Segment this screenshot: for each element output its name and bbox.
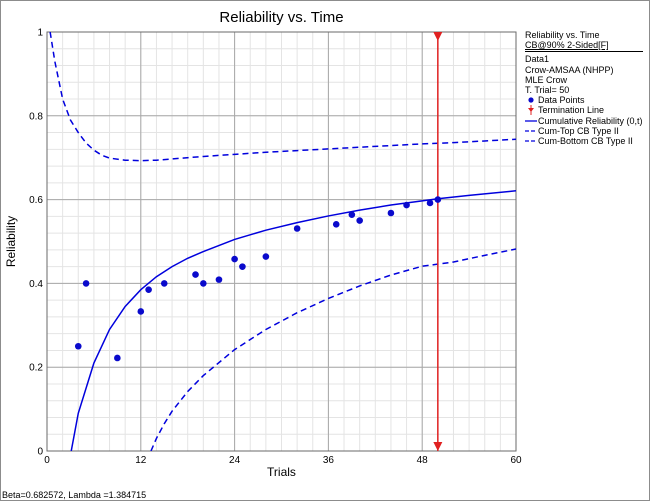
x-tick-label: 36	[323, 455, 335, 466]
plot-frame	[46, 31, 517, 452]
legend-item-termination-line[interactable]: Termination Line	[525, 105, 645, 116]
legend-item-label: Termination Line	[538, 105, 605, 116]
legend-item-cum-bottom-cb[interactable]: Cum-Bottom CB Type II	[525, 136, 645, 146]
data-point	[262, 253, 270, 260]
x-tick-label: 0	[44, 455, 50, 466]
data-point	[403, 201, 410, 209]
data-point	[145, 286, 152, 293]
solid-line-icon	[525, 119, 537, 122]
data-point	[137, 308, 145, 315]
data-point	[356, 217, 363, 224]
data-point	[74, 342, 82, 350]
y-tick-label: 0.4	[29, 279, 43, 290]
y-tick-label: 0	[37, 447, 43, 458]
legend-item-label: Cum-Bottom CB Type II	[538, 136, 633, 147]
termination-marker-bottom	[433, 442, 443, 451]
y-tick-label: 1	[37, 28, 43, 39]
legend-panel: Reliability vs. Time CB@90% 2-Sided[F] D…	[525, 30, 645, 146]
y-axis-label: Reliability	[4, 216, 18, 267]
data-point	[348, 211, 356, 218]
status-bar: Beta=0.682572, Lambda =1.384715	[2, 490, 147, 500]
data-point	[82, 280, 90, 287]
legend-info-model: Crow-AMSAA (NHPP)	[525, 64, 614, 75]
legend-info-method: MLE Crow	[525, 74, 568, 85]
data-point	[434, 196, 442, 203]
legend-item-label: Data Points	[538, 95, 585, 106]
dashed-line-icon	[525, 130, 537, 132]
dot-marker-icon	[528, 97, 534, 103]
y-tick-label: 0.6	[29, 195, 43, 206]
data-point	[426, 199, 434, 207]
legend-item-data-points[interactable]: Data Points	[525, 95, 645, 105]
termination-marker-top	[433, 32, 443, 41]
x-tick-label: 60	[510, 455, 522, 466]
data-point	[215, 276, 223, 283]
legend-title: Reliability vs. Time	[525, 30, 600, 40]
x-tick-label: 12	[135, 455, 147, 466]
y-tick-label: 0.2	[29, 363, 43, 374]
data-point	[387, 209, 395, 217]
data-point	[293, 225, 301, 232]
cumulative-reliability-line	[70, 190, 516, 451]
data-point	[114, 354, 121, 362]
data-point	[192, 271, 199, 278]
data-point	[200, 280, 207, 287]
chart-title: Reliability vs. Time	[219, 9, 343, 26]
data-point	[239, 263, 246, 270]
red-triangle-line-icon	[528, 105, 534, 116]
legend-subtitle: CB@90% 2-Sided[F]	[525, 40, 609, 51]
legend-item-cum-top-cb[interactable]: Cum-Top CB Type II	[525, 126, 645, 136]
data-point	[332, 221, 340, 228]
data-point	[160, 280, 168, 287]
confidence-bound-line	[49, 32, 516, 162]
x-tick-label: 48	[417, 455, 429, 466]
legend-item-cumulative-reliability[interactable]: Cumulative Reliability (0,t)	[525, 116, 645, 126]
legend-item-label: Cumulative Reliability (0,t)	[538, 115, 643, 126]
x-tick-label: 24	[229, 455, 241, 466]
x-axis-label: Trials	[267, 465, 296, 479]
y-tick-label: 0.8	[29, 111, 43, 122]
legend-info-data: Data1	[525, 54, 550, 65]
dashed-line-icon	[525, 140, 537, 142]
legend-item-label: Cum-Top CB Type II	[538, 125, 619, 136]
legend-divider	[525, 51, 643, 53]
legend-info-trial: T. Trial= 50	[525, 85, 570, 96]
data-point	[231, 255, 238, 263]
